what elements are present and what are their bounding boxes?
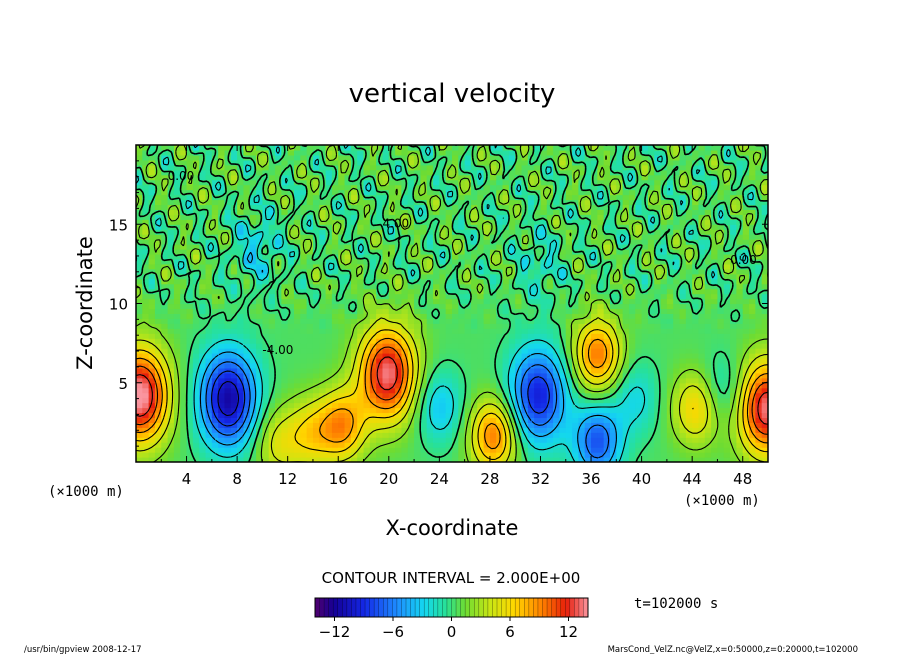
colorbar-bin: [397, 598, 402, 617]
colorbar-bin: [347, 598, 352, 617]
colorbar-bin: [342, 598, 347, 617]
colorbar-bin: [351, 598, 356, 617]
colorbar-bin: [338, 598, 343, 617]
plot-area: 0.00 4.00 -4.00 0.00: [136, 145, 769, 463]
footer-left: /usr/bin/gpview 2008-12-17: [24, 645, 142, 654]
colorbar-bin: [356, 598, 361, 617]
x-tick-label: 8: [232, 470, 242, 488]
x-unit-label-right: (×1000 m): [684, 493, 760, 509]
colorbar-bin: [565, 598, 570, 617]
x-tick-label: 44: [683, 470, 702, 488]
colorbar-bin: [320, 598, 325, 617]
colorbar-bin: [533, 598, 538, 617]
y-tick-label: 10: [109, 296, 128, 314]
x-tick-label: 40: [632, 470, 651, 488]
colorbar-bin: [442, 598, 447, 617]
x-tick-label: 12: [278, 470, 297, 488]
colorbar-bin: [556, 598, 561, 617]
colorbar-tick-label: −12: [319, 623, 351, 641]
colorbar-tick-label: 0: [447, 623, 457, 641]
colorbar-bin: [379, 598, 384, 617]
colorbar-bin: [370, 598, 375, 617]
colorbar-bin: [511, 598, 516, 617]
colorbar-bin: [401, 598, 406, 617]
x-tick-label: 28: [480, 470, 499, 488]
colorbar-bin: [447, 598, 452, 617]
colorbar-bin: [492, 598, 497, 617]
x-tick-label: 24: [430, 470, 449, 488]
colorbar-tick-label: 12: [559, 623, 578, 641]
x-tick-label: 4: [182, 470, 192, 488]
colorbar-bin: [456, 598, 461, 617]
colorbar-bin: [315, 598, 320, 617]
colorbar-bin: [488, 598, 493, 617]
y-tick-label: 15: [109, 216, 128, 234]
x-axis-label: X-coordinate: [386, 516, 519, 540]
colorbar-bin: [570, 598, 575, 617]
colorbar-bin: [524, 598, 529, 617]
colorbar-bin: [374, 598, 379, 617]
footer-right: MarsCond_VelZ.nc@VelZ,x=0:50000,z=0:2000…: [608, 645, 858, 654]
colorbar-bin: [420, 598, 425, 617]
colorbar-bin: [461, 598, 466, 617]
contour-label: 4.00: [382, 216, 409, 230]
colorbar-bin: [452, 598, 457, 617]
colorbar-bin: [579, 598, 584, 617]
colorbar-bin: [415, 598, 420, 617]
x-unit-label-left: (×1000 m): [48, 484, 124, 500]
x-tick-label: 16: [329, 470, 348, 488]
colorbar-bin: [438, 598, 443, 617]
colorbar-bin: [433, 598, 438, 617]
contour-label: 0.00: [730, 253, 757, 267]
colorbar-bin: [574, 598, 579, 617]
contour-label: -4.00: [262, 343, 293, 357]
y-axis-label: Z-coordinate: [73, 236, 97, 370]
contour-label: 0.00: [168, 169, 195, 183]
colorbar-bin: [329, 598, 334, 617]
colorbar-bin: [552, 598, 557, 617]
colorbar-bin: [406, 598, 411, 617]
x-tick-label: 36: [581, 470, 600, 488]
colorbar-bin: [324, 598, 329, 617]
colorbar: [315, 598, 588, 617]
colorbar-bin: [483, 598, 488, 617]
colorbar-bin: [392, 598, 397, 617]
colorbar-bin: [529, 598, 534, 617]
colorbar-tick-label: −6: [382, 623, 404, 641]
colorbar-bin: [479, 598, 484, 617]
colorbar-bin: [543, 598, 548, 617]
colorbar-bin: [506, 598, 511, 617]
colorbar-bin: [538, 598, 543, 617]
time-label: t=102000 s: [634, 596, 718, 612]
x-tick-label: 32: [531, 470, 550, 488]
colorbar-bin: [497, 598, 502, 617]
colorbar-bin: [515, 598, 520, 617]
x-tick-label: 48: [733, 470, 752, 488]
chart-title: vertical velocity: [349, 79, 556, 109]
colorbar-bin: [465, 598, 470, 617]
x-tick-label: 20: [379, 470, 398, 488]
colorbar-bin: [502, 598, 507, 617]
y-tick-label: 5: [118, 375, 128, 393]
colorbar-bin: [383, 598, 388, 617]
colorbar-tick-label: 6: [505, 623, 515, 641]
contour-interval-text: CONTOUR INTERVAL = 2.000E+00: [322, 569, 581, 587]
colorbar-bin: [561, 598, 566, 617]
colorbar-bin: [474, 598, 479, 617]
colorbar-bin: [470, 598, 475, 617]
colorbar-bin: [388, 598, 393, 617]
colorbar-bin: [424, 598, 429, 617]
colorbar-ticks: −12 −6 0 6 12: [319, 617, 578, 641]
colorbar-bin: [365, 598, 370, 617]
colorbar-bin: [333, 598, 338, 617]
colorbar-bin: [361, 598, 366, 617]
colorbar-bin: [429, 598, 434, 617]
colorbar-bin: [520, 598, 525, 617]
colorbar-bin: [411, 598, 416, 617]
colorbar-bin: [547, 598, 552, 617]
